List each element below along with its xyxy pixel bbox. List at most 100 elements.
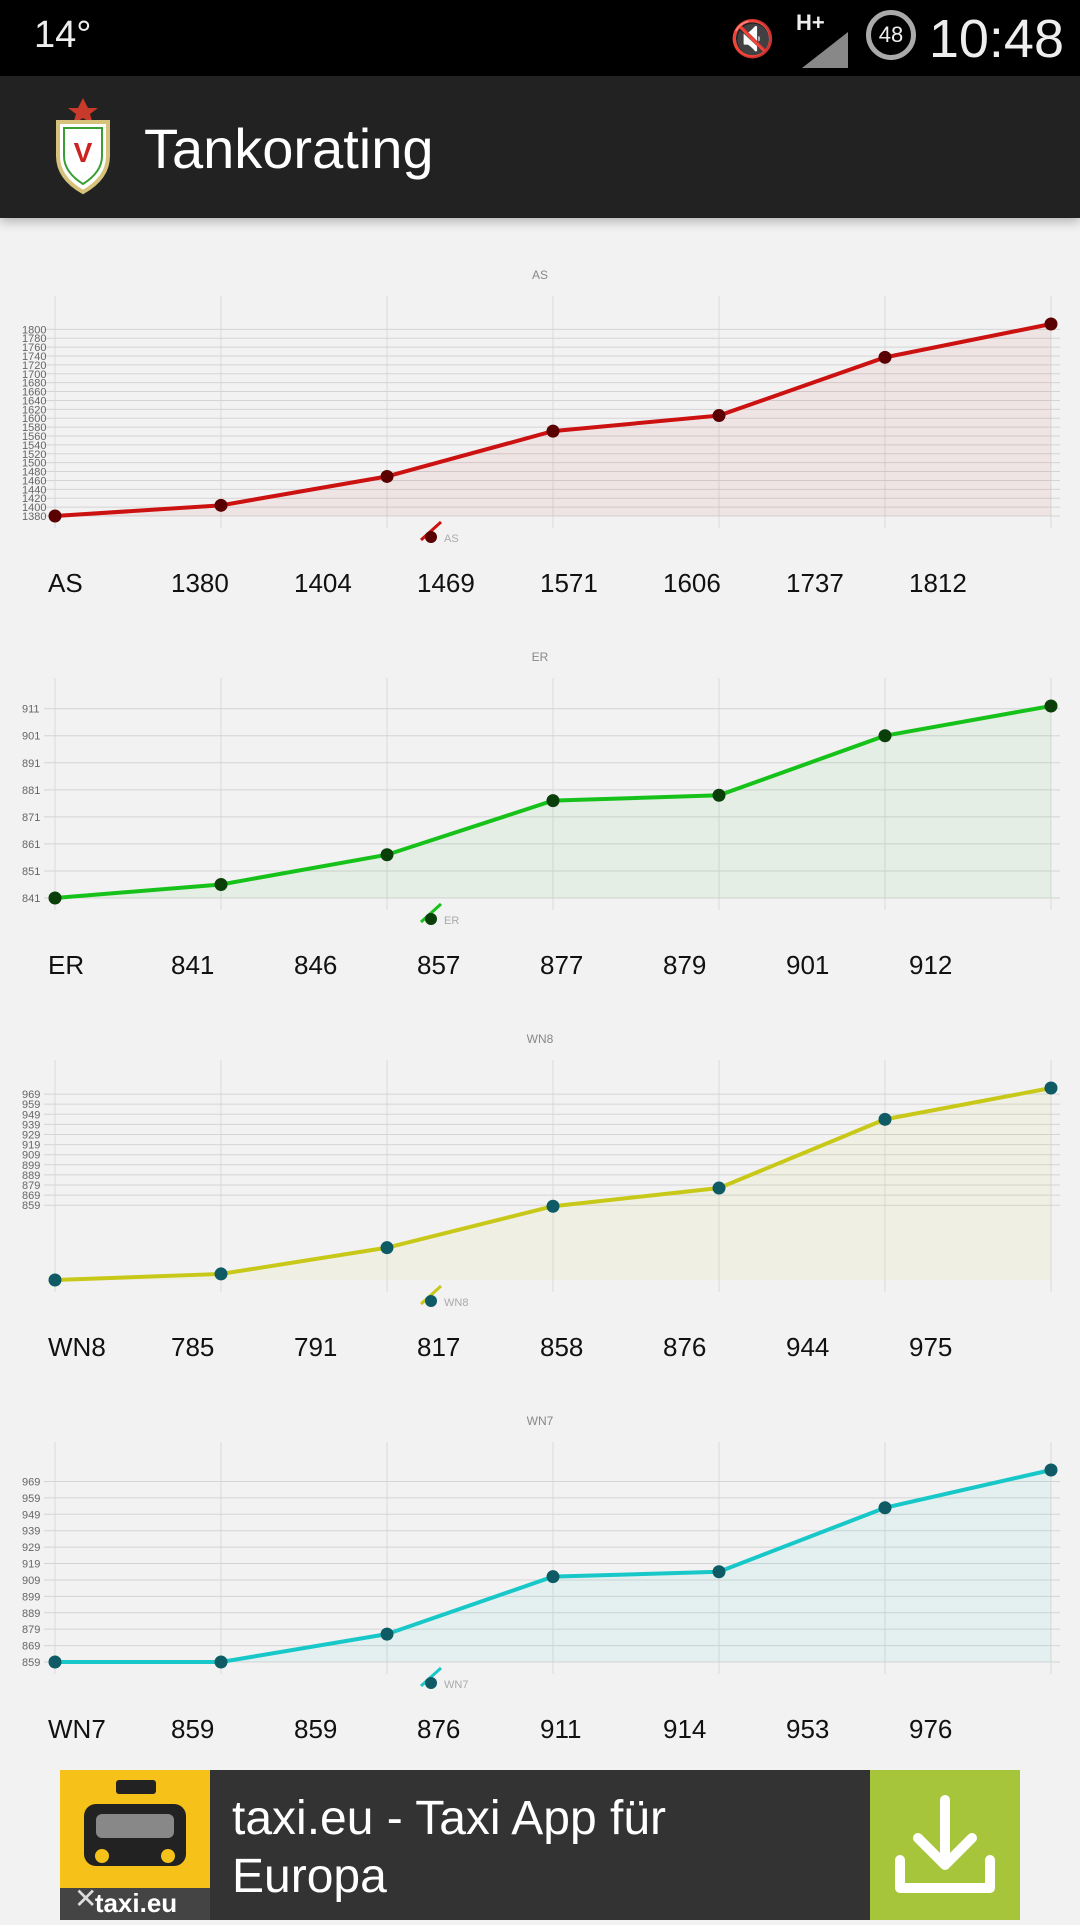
legend-marker — [425, 1677, 437, 1689]
y-tick-label: 1740 — [22, 351, 46, 363]
data-point — [1044, 699, 1058, 713]
y-tick-label: 1440 — [22, 484, 46, 496]
data-point — [214, 1267, 228, 1281]
weather-temperature: 14° — [34, 14, 92, 56]
chart-title-as: AS — [531, 268, 548, 282]
y-tick-label: 1560 — [22, 431, 46, 443]
y-tick-label: 1580 — [22, 422, 46, 434]
y-tick-label: 869 — [22, 1190, 40, 1202]
y-tick-label: 939 — [22, 1119, 40, 1131]
y-tick-label: 909 — [22, 1575, 40, 1587]
y-tick-label: 901 — [22, 731, 40, 743]
y-tick-label: 911 — [22, 704, 40, 716]
data-point — [546, 1199, 560, 1213]
chart-title-er: ER — [531, 650, 549, 664]
value-cell: 857 — [417, 950, 461, 980]
value-cell: 859 — [294, 1714, 338, 1744]
y-tick-label: 1760 — [22, 342, 46, 354]
y-tick-label: 859 — [22, 1657, 40, 1669]
y-tick-label: 881 — [22, 785, 40, 797]
wn7-values-row: WN7 859 859 876 911 914 953 976 — [0, 1714, 1080, 1764]
er-values-row: ER 841 846 857 877 879 901 912 — [0, 950, 1080, 1000]
value-cell: 1380 — [171, 568, 229, 598]
er-line-chart: 841 851 861 871 881 891 901 911 ER — [22, 678, 1060, 927]
chart-title-wn7: WN7 — [526, 1414, 554, 1428]
download-icon — [895, 1795, 995, 1893]
data-point — [48, 1655, 62, 1669]
data-point — [214, 1655, 228, 1669]
value-cell: 914 — [663, 1714, 707, 1744]
y-tick-label: 1480 — [22, 467, 46, 479]
value-cell: 975 — [909, 1332, 953, 1362]
y-tick-label: 1420 — [22, 493, 46, 505]
ad-brand: taxi.eu — [95, 1888, 177, 1918]
mute-icon: 🔇 — [730, 18, 775, 59]
y-tick-label: 1380 — [22, 511, 46, 523]
value-cell: 1737 — [786, 568, 844, 598]
series-area — [55, 1470, 1051, 1662]
y-tick-label: 929 — [22, 1129, 40, 1141]
data-point — [214, 877, 228, 891]
value-cell: 1812 — [909, 568, 967, 598]
y-tick-label: 1680 — [22, 378, 46, 390]
y-tick-label: 861 — [22, 839, 40, 851]
data-point — [712, 1565, 726, 1579]
data-point — [48, 1273, 62, 1287]
value-cell: 1404 — [294, 568, 352, 598]
value-cell: 1571 — [540, 568, 598, 598]
ad-text[interactable]: taxi.eu - Taxi App für Europa — [232, 1792, 667, 1903]
y-tick-label: 949 — [22, 1109, 40, 1121]
row-label-wn7: WN7 — [48, 1714, 106, 1744]
signal-icon — [802, 32, 848, 68]
y-tick-label: 1700 — [22, 369, 46, 381]
as-values-row: AS 1380 1404 1469 1571 1606 1737 1812 — [0, 568, 1080, 618]
y-tick-label: 851 — [22, 866, 40, 878]
data-point — [380, 469, 394, 483]
value-cell: 846 — [294, 950, 338, 980]
svg-text:V: V — [74, 137, 93, 168]
value-cell: 858 — [540, 1332, 584, 1362]
clock: 10:48 — [928, 9, 1064, 69]
value-cell: 877 — [540, 950, 584, 980]
data-point — [546, 1570, 560, 1584]
legend-label: AS — [444, 533, 459, 545]
value-cell: 791 — [294, 1332, 338, 1362]
data-point — [878, 729, 892, 743]
shield-logo-icon: V — [56, 98, 110, 195]
value-cell: 901 — [786, 950, 830, 980]
taxi-icon[interactable]: taxi.eu ✕ — [60, 1770, 210, 1920]
value-cell: 876 — [663, 1332, 707, 1362]
status-bar: 14° 🔇 H+ 48 10:48 — [0, 0, 1080, 76]
y-tick-label: 1540 — [22, 440, 46, 452]
download-button[interactable] — [870, 1770, 1020, 1920]
ad-banner[interactable]: taxi.eu ✕ taxi.eu - Taxi App für Europa — [60, 1770, 1020, 1920]
value-cell: 911 — [540, 1714, 582, 1744]
value-cell: 912 — [909, 950, 953, 980]
y-tick-label: 891 — [22, 758, 40, 770]
value-cell: 859 — [171, 1714, 215, 1744]
value-cell: 879 — [663, 950, 707, 980]
y-tick-label: 959 — [22, 1493, 40, 1505]
value-cell: 817 — [417, 1332, 461, 1362]
y-tick-label: 1720 — [22, 360, 46, 372]
y-tick-label: 1500 — [22, 458, 46, 470]
data-point — [878, 1112, 892, 1126]
app-bar: V Tankorating — [0, 76, 1080, 218]
close-icon[interactable]: ✕ — [74, 1883, 98, 1914]
y-tick-label: 909 — [22, 1150, 40, 1162]
legend-marker — [425, 1295, 437, 1307]
y-tick-label: 899 — [22, 1160, 40, 1172]
y-tick-label: 869 — [22, 1641, 40, 1653]
data-point — [48, 891, 62, 905]
legend-label: WN7 — [444, 1679, 468, 1691]
y-tick-label: 1640 — [22, 395, 46, 407]
taxi-car-icon: taxi.eu — [60, 1780, 210, 1920]
y-tick-label: 1460 — [22, 475, 46, 487]
data-point — [380, 1627, 394, 1641]
value-cell: 1469 — [417, 568, 475, 598]
legend-label: ER — [444, 915, 459, 927]
y-tick-label: 899 — [22, 1591, 40, 1603]
y-tick-label: 1780 — [22, 333, 46, 345]
app-title: Tankorating — [144, 117, 434, 180]
